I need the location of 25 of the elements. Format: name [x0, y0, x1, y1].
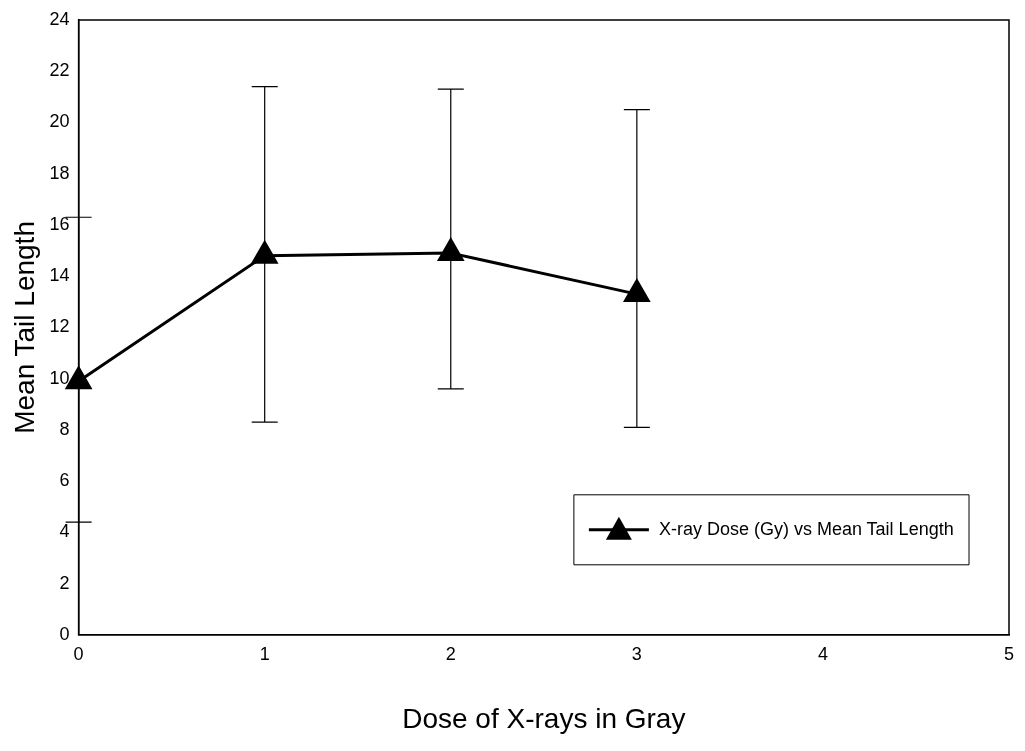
x-tick-label: 4	[817, 643, 828, 664]
x-tick-label: 2	[445, 643, 456, 664]
y-tick-label: 8	[59, 418, 70, 439]
y-axis-title: Mean Tail Length	[8, 221, 40, 434]
point	[438, 238, 464, 262]
y-tick-label: 14	[49, 265, 70, 286]
y-tick-label: 6	[59, 470, 70, 491]
x-tick-label: 0	[73, 643, 84, 664]
y-tick-label: 2	[59, 572, 70, 593]
x-axis-title: Dose of X-rays in Gray	[402, 702, 686, 734]
legend-label: X-ray Dose (Gy) vs Mean Tail Length	[658, 518, 954, 539]
y-tick-label: 22	[49, 60, 70, 81]
y-tick-label: 4	[59, 521, 70, 542]
y-tick-label: 12	[49, 316, 70, 337]
x-tick-label: 3	[631, 643, 642, 664]
x-tick-label: 1	[259, 643, 270, 664]
y-tick-label: 20	[49, 111, 70, 132]
y-tick-label: 0	[59, 623, 70, 644]
point	[251, 241, 278, 264]
x-tick-label: 5	[1003, 643, 1015, 664]
point	[624, 279, 650, 303]
y-tick-label: 10	[49, 367, 70, 388]
y-tick-label: 24	[49, 8, 70, 29]
y-tick-label: 18	[49, 162, 70, 183]
y-tick-label: 16	[49, 213, 70, 234]
